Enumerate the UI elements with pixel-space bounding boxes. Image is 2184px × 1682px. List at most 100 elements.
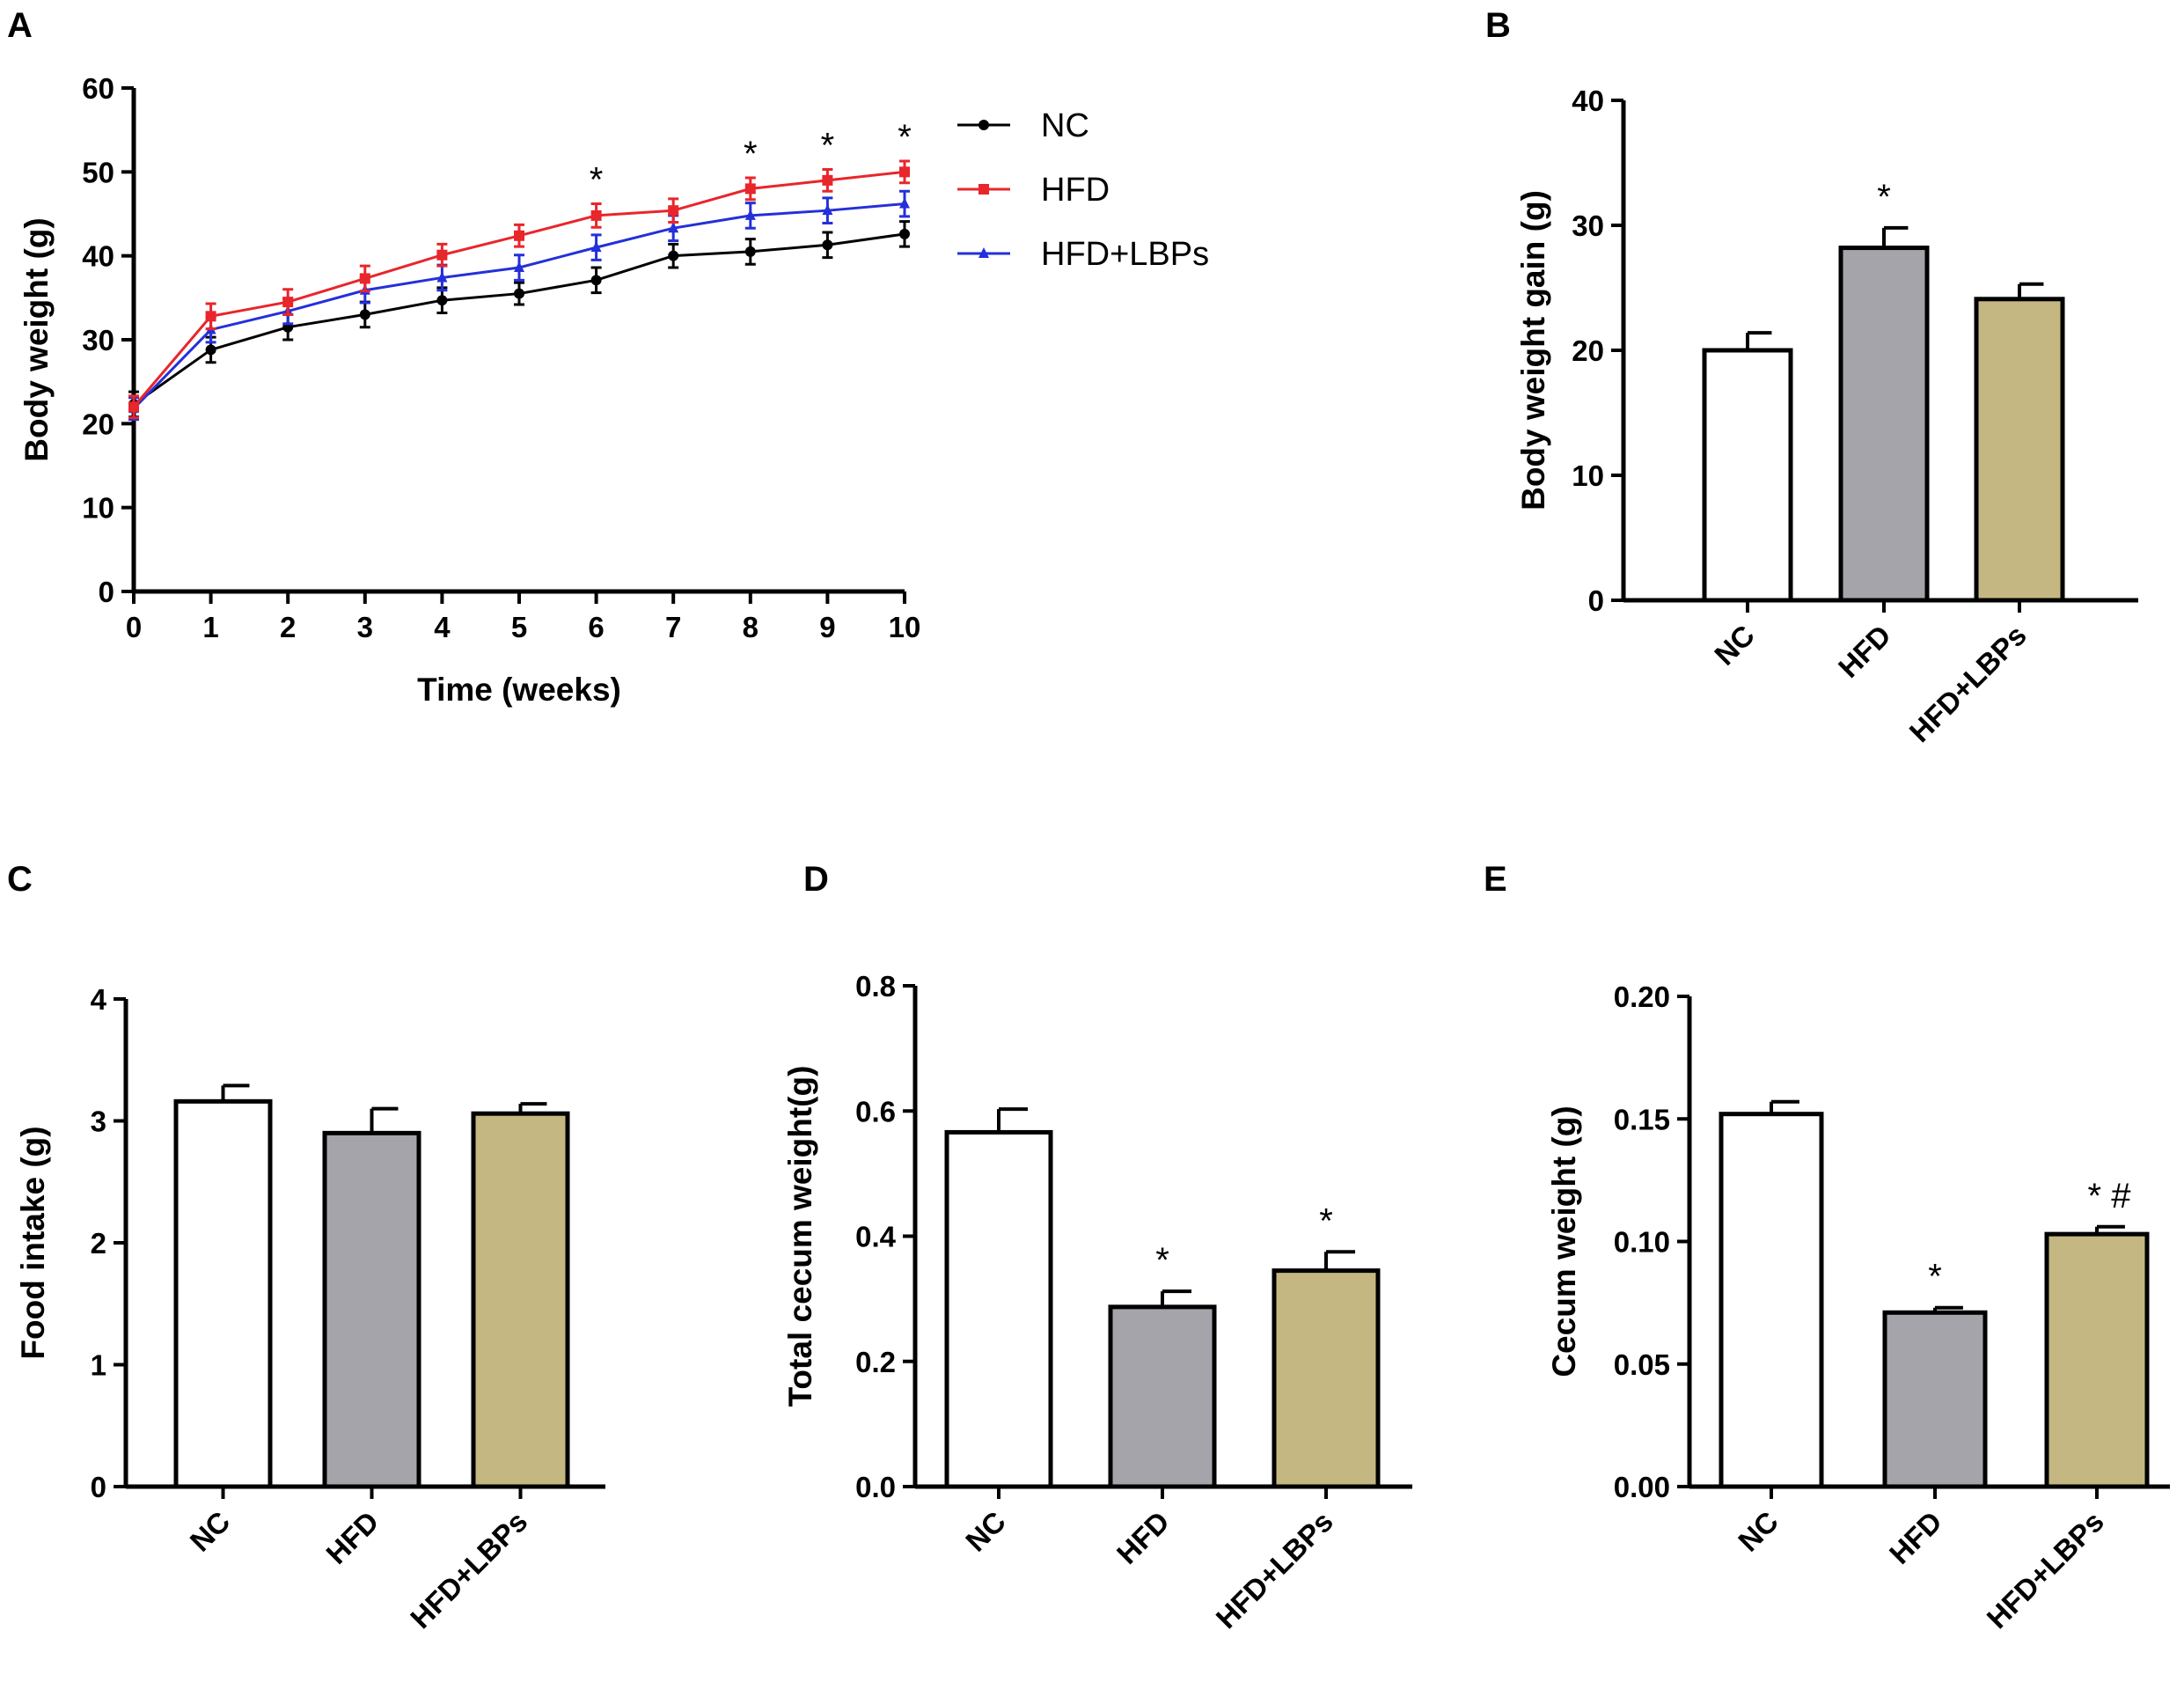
chart-a-point-hfd-lbps — [514, 261, 524, 273]
chart-e-significance-mark: * — [1928, 1258, 1942, 1296]
chart-d-bar-nc — [944, 1129, 1053, 1489]
chart-a-x-tick-label: 1 — [202, 611, 218, 643]
chart-a-point-hfd-lbps — [590, 241, 602, 253]
chart-c-bar-nc — [173, 1098, 273, 1489]
chart-b-bar-nc — [1702, 348, 1793, 603]
chart-a-y-tick-label: 10 — [82, 492, 114, 525]
chart-a-point-hfd — [590, 209, 602, 221]
legend-label-hfd: HFD — [1041, 172, 1110, 209]
legend-marker-nc — [978, 120, 989, 130]
chart-a-x-tick-label: 6 — [588, 611, 604, 643]
chart-d-total-cecum-weight: 0.0 0.2 0.4 0.6 0.8 Total cecum weight(g) NC HF… — [782, 970, 1412, 1634]
chart-d-y-tick-label: 0.8 — [855, 970, 896, 1003]
chart-c-y-tick-label: 4 — [91, 983, 107, 1016]
chart-a-body-weight: 0 10 20 30 40 50 60 Body weight (g) 0 1 2 3 4 5 6 7 8 9 10… — [18, 72, 1209, 708]
chart-a-point-nc — [359, 309, 370, 320]
chart-e-y-tick-label: 0.15 — [1614, 1103, 1670, 1135]
chart-c-y-tick-label: 2 — [91, 1227, 106, 1260]
chart-a-point-nc — [514, 288, 524, 299]
chart-e-y-tick-label: 0.10 — [1614, 1226, 1670, 1259]
chart-d-y-tick-label: 0.2 — [855, 1346, 896, 1378]
panel-letter-c: C — [7, 860, 33, 899]
chart-b-bar-hfd-lbps — [1974, 297, 2065, 603]
legend-marker-hfd — [978, 184, 989, 195]
chart-d-errorbar-hfd-lbps — [1324, 1250, 1356, 1271]
panel-letter-e: E — [1484, 860, 1507, 899]
chart-a-x-tick-label: 5 — [511, 611, 527, 643]
chart-b-errorbar-nc — [1746, 331, 1772, 350]
chart-b-significance-mark: * — [1877, 178, 1891, 217]
chart-a-point-hfd — [359, 273, 370, 284]
chart-d-bar-hfd-lbps — [1272, 1268, 1381, 1489]
chart-c-x-tick-label-hfd-lbps: HFD+LBPs — [404, 1505, 533, 1634]
chart-e-x-tick-label-hfd: HFD — [1883, 1505, 1948, 1570]
chart-e-significance-mark: * # — [2088, 1177, 2132, 1216]
chart-c-errorbar-nc — [221, 1083, 250, 1102]
chart-e-y-tick-label: 0.00 — [1614, 1471, 1670, 1503]
chart-a-significance-mark: * — [898, 118, 912, 157]
chart-a-x-tick-label: 8 — [743, 611, 759, 643]
chart-c-x-tick-label-nc: NC — [184, 1505, 237, 1558]
chart-c-y-axis-title: Food intake (g) — [15, 1126, 51, 1359]
panel-letter-a: A — [7, 6, 33, 45]
chart-a-x-tick-label: 0 — [126, 611, 142, 643]
chart-a-y-tick-label: 50 — [82, 156, 114, 188]
chart-a-y-axis-title: Body weight (g) — [18, 217, 55, 461]
chart-a-x-tick-label: 7 — [665, 611, 681, 643]
chart-b-errorbar-hfd-lbps — [2018, 282, 2044, 299]
chart-b-body-weight-gain: 0 10 20 30 40 Body weight gain (g) NC HFD * HFD+L… — [1515, 84, 2138, 748]
chart-a-y-tick-label: 30 — [82, 324, 114, 356]
chart-a-x-tick-label: 4 — [434, 611, 451, 643]
chart-a-point-nc — [205, 344, 216, 356]
chart-b-y-tick-label: 10 — [1572, 459, 1604, 492]
legend-label-hfd-lbps: HFD+LBPs — [1041, 236, 1209, 273]
panel-letter-b: B — [1485, 6, 1511, 45]
chart-d-errorbar-nc — [997, 1107, 1029, 1133]
chart-e-bar-nc — [1719, 1112, 1824, 1489]
chart-d-x-tick-label-hfd-lbps: HFD+LBPs — [1210, 1505, 1339, 1634]
chart-b-y-tick-label: 30 — [1572, 209, 1604, 242]
chart-e-y-tick-label: 0.20 — [1614, 981, 1670, 1013]
chart-a-point-hfd — [514, 230, 524, 241]
chart-a-point-hfd — [822, 174, 833, 186]
chart-a-point-hfd-lbps — [668, 222, 679, 233]
chart-c-x-tick-label-hfd: HFD — [319, 1505, 385, 1570]
chart-a-y-tick-label: 0 — [99, 576, 114, 608]
chart-b-bar-hfd — [1838, 246, 1930, 603]
chart-a-point-hfd-lbps — [744, 209, 756, 220]
chart-a-point-hfd — [899, 166, 910, 178]
chart-c-food-intake: 0 1 2 3 4 Food intake (g) NC HFD HFD+LBPs — [15, 983, 605, 1634]
chart-c-y-tick-label: 0 — [91, 1471, 106, 1503]
chart-d-bar-hfd — [1108, 1304, 1217, 1489]
legend-label-nc: NC — [1041, 107, 1089, 144]
chart-e-y-tick-label: 0.05 — [1614, 1348, 1670, 1381]
chart-e-y-axis-title: Cecum weight (g) — [1546, 1105, 1582, 1377]
chart-a-significance-mark: * — [744, 135, 758, 173]
chart-a-y-tick-label: 20 — [82, 408, 114, 440]
panel-letter-d: D — [803, 860, 829, 899]
chart-a-x-tick-label: 10 — [889, 611, 921, 643]
chart-a-point-hfd — [282, 297, 294, 308]
chart-a-x-tick-label: 3 — [357, 611, 373, 643]
chart-d-y-axis-title: Total cecum weight(g) — [782, 1066, 818, 1407]
chart-a-point-nc — [744, 246, 756, 257]
chart-a-point-hfd — [436, 249, 448, 261]
chart-d-y-tick-label: 0.0 — [855, 1471, 896, 1503]
chart-a-x-axis-title: Time (weeks) — [417, 672, 621, 708]
chart-a-point-hfd — [744, 183, 756, 195]
chart-d-y-tick-label: 0.4 — [855, 1221, 897, 1253]
chart-a-x-tick-label: 2 — [280, 611, 296, 643]
chart-a-point-nc — [822, 239, 833, 251]
chart-d-x-tick-label-nc: NC — [959, 1505, 1012, 1558]
chart-d-y-tick-label: 0.6 — [855, 1095, 896, 1127]
chart-b-x-tick-label-nc: NC — [1708, 619, 1761, 672]
legend-marker-hfd-lbps — [978, 247, 989, 258]
chart-a-significance-mark: * — [590, 161, 604, 200]
chart-e-cecum-weight: 0.00 0.05 0.10 0.15 0.20 Cecum weight (g) NC HF… — [1546, 981, 2170, 1634]
chart-c-errorbar-hfd — [370, 1106, 399, 1134]
chart-a-significance-mark: * — [821, 126, 835, 165]
chart-a-point-nc — [436, 295, 448, 306]
chart-a-point-nc — [590, 275, 602, 286]
chart-a-point-hfd — [205, 311, 216, 322]
